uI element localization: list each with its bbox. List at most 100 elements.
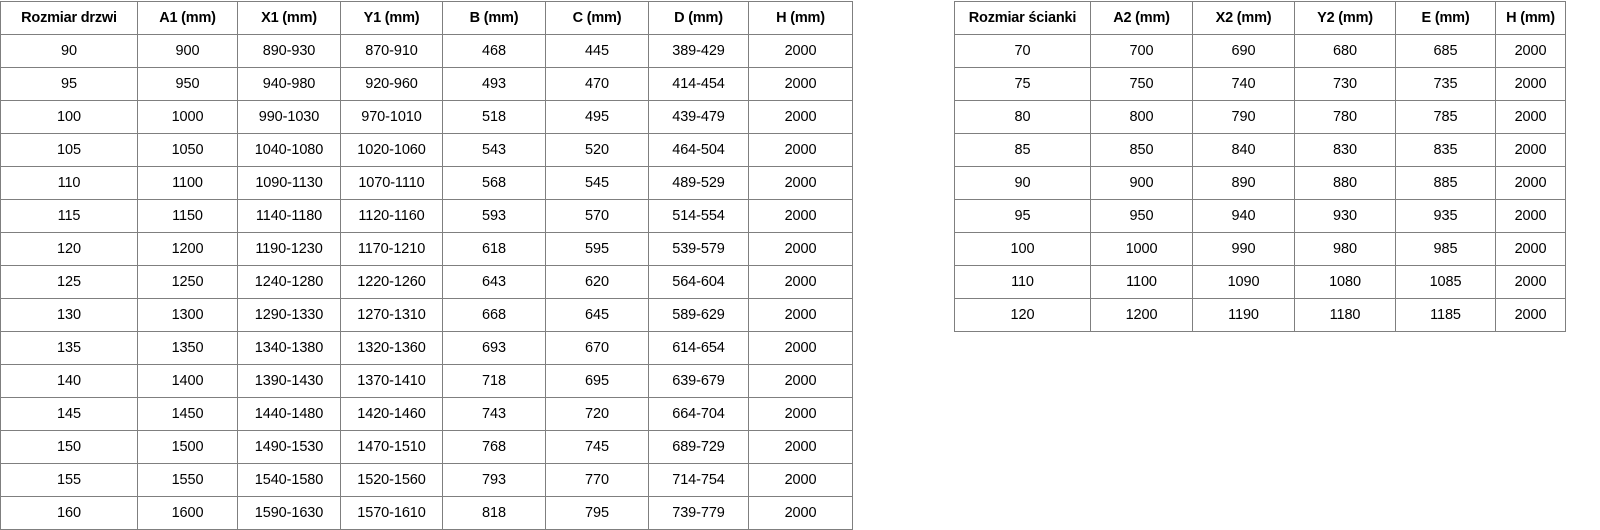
table-row: 105 1050 1040-1080 1020-1060 543 520 464-504 20… (0, 133, 853, 167)
table-cell: 1100 (137, 166, 238, 200)
table-cell: 1350 (137, 331, 238, 365)
table-cell: 1370-1410 (340, 364, 443, 398)
table-cell: 900 (1090, 166, 1193, 200)
table-header-row: Rozmiar drzwi A1 (mm) X1 (mm) Y1 (mm) B (mm)… (0, 1, 853, 35)
row-label-cell: 125 (0, 265, 138, 299)
table-cell: 1550 (137, 463, 238, 497)
table-cell: 793 (442, 463, 546, 497)
table-row: 110 1100 1090-1130 1070-1110 568 545 489-529 20… (0, 166, 853, 200)
table-cell: 818 (442, 496, 546, 530)
table-cell: 1120-1160 (340, 199, 443, 233)
table-cell: 690 (1192, 34, 1295, 68)
column-header-walls-3: Y2 (mm) (1294, 1, 1396, 35)
table-cell: 564-604 (648, 265, 749, 299)
table-cell: 2000 (1495, 34, 1566, 68)
table-cell: 730 (1294, 67, 1396, 101)
column-header-walls-1: A2 (mm) (1090, 1, 1193, 35)
wall-table-header: Rozmiar ścianki A2 (mm) X2 (mm) Y2 (mm) E (m… (954, 1, 1566, 35)
table-cell: 1420-1460 (340, 397, 443, 431)
table-cell: 2000 (748, 34, 853, 68)
table-cell: 1450 (137, 397, 238, 431)
row-label-cell: 95 (954, 199, 1091, 233)
table-cell: 1400 (137, 364, 238, 398)
row-label-cell: 70 (954, 34, 1091, 68)
table-cell: 735 (1395, 67, 1496, 101)
table-cell: 1240-1280 (237, 265, 341, 299)
row-label-cell: 120 (954, 298, 1091, 332)
table-cell: 2000 (748, 133, 853, 167)
column-header-doors-5: C (mm) (545, 1, 649, 35)
table-cell: 1270-1310 (340, 298, 443, 332)
table-cell: 785 (1395, 100, 1496, 134)
table-cell: 620 (545, 265, 649, 299)
column-header-walls-5: H (mm) (1495, 1, 1566, 35)
row-label-cell: 115 (0, 199, 138, 233)
table-row: 95 950 940 930 935 2000 (954, 199, 1566, 233)
column-header-doors-4: B (mm) (442, 1, 546, 35)
table-cell: 643 (442, 265, 546, 299)
table-cell: 1300 (137, 298, 238, 332)
table-cell: 1050 (137, 133, 238, 167)
wall-table-body: 70 700 690 680 685 2000 75 750 740 730 735 2000 80 80… (954, 34, 1566, 332)
table-cell: 2000 (748, 331, 853, 365)
table-row: 80 800 790 780 785 2000 (954, 100, 1566, 134)
table-cell: 900 (137, 34, 238, 68)
table-cell: 543 (442, 133, 546, 167)
column-header-doors-0: Rozmiar drzwi (0, 1, 138, 35)
row-label-cell: 95 (0, 67, 138, 101)
table-cell: 645 (545, 298, 649, 332)
table-cell: 990-1030 (237, 100, 341, 134)
table-cell: 2000 (748, 67, 853, 101)
row-label-cell: 100 (0, 100, 138, 134)
table-cell: 2000 (748, 463, 853, 497)
column-header-doors-7: H (mm) (748, 1, 853, 35)
table-cell: 614-654 (648, 331, 749, 365)
table-cell: 1080 (1294, 265, 1396, 299)
table-cell: 2000 (748, 166, 853, 200)
table-cell: 2000 (1495, 199, 1566, 233)
table-cell: 695 (545, 364, 649, 398)
table-cell: 745 (545, 430, 649, 464)
row-label-cell: 140 (0, 364, 138, 398)
table-cell: 1590-1630 (237, 496, 341, 530)
table-row: 90 900 890 880 885 2000 (954, 166, 1566, 200)
table-row: 155 1550 1540-1580 1520-1560 793 770 714-754 20… (0, 463, 853, 497)
table-cell: 1085 (1395, 265, 1496, 299)
table-cell: 2000 (748, 298, 853, 332)
table-cell: 1220-1260 (340, 265, 443, 299)
table-cell: 570 (545, 199, 649, 233)
table-cell: 770 (545, 463, 649, 497)
table-cell: 840 (1192, 133, 1295, 167)
table-cell: 2000 (748, 100, 853, 134)
table-cell: 1200 (1090, 298, 1193, 332)
table-cell: 520 (545, 133, 649, 167)
row-label-cell: 160 (0, 496, 138, 530)
table-cell: 1000 (1090, 232, 1193, 266)
table-cell: 920-960 (340, 67, 443, 101)
table-cell: 464-504 (648, 133, 749, 167)
table-cell: 689-729 (648, 430, 749, 464)
table-cell: 539-579 (648, 232, 749, 266)
table-cell: 2000 (748, 496, 853, 530)
table-cell: 664-704 (648, 397, 749, 431)
table-cell: 1570-1610 (340, 496, 443, 530)
row-label-cell: 100 (954, 232, 1091, 266)
table-cell: 750 (1090, 67, 1193, 101)
table-cell: 1390-1430 (237, 364, 341, 398)
table-cell: 950 (1090, 199, 1193, 233)
row-label-cell: 150 (0, 430, 138, 464)
table-cell: 389-429 (648, 34, 749, 68)
table-row: 70 700 690 680 685 2000 (954, 34, 1566, 68)
table-cell: 670 (545, 331, 649, 365)
row-label-cell: 155 (0, 463, 138, 497)
table-cell: 414-454 (648, 67, 749, 101)
table-cell: 2000 (748, 430, 853, 464)
table-cell: 1000 (137, 100, 238, 134)
table-cell: 880 (1294, 166, 1396, 200)
table-cell: 718 (442, 364, 546, 398)
column-header-walls-4: E (mm) (1395, 1, 1496, 35)
row-label-cell: 135 (0, 331, 138, 365)
table-cell: 970-1010 (340, 100, 443, 134)
column-header-doors-1: A1 (mm) (137, 1, 238, 35)
table-cell: 2000 (1495, 265, 1566, 299)
